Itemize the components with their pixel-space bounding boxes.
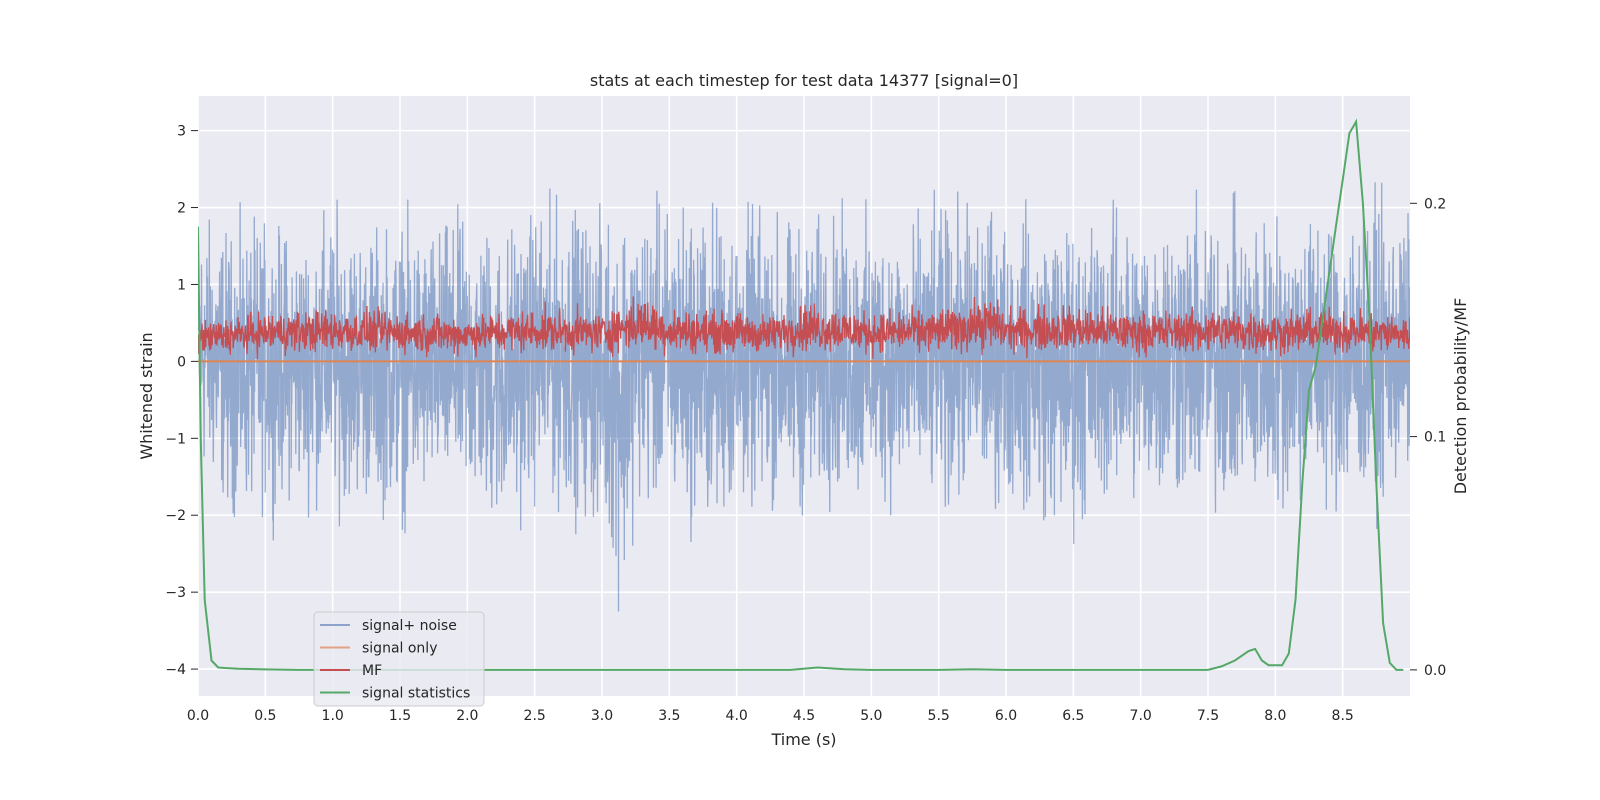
y2-axis-label: Detection probability/MF [1451,298,1470,495]
legend-entry: signal+ noise [362,618,457,634]
y-axis-left: 3 2 1 0 −1 −2 −3 −4 [165,124,198,678]
x-tick-label: 8.5 [1332,708,1354,724]
x-axis-label: Time (s) [770,730,836,749]
y2-tick-label: 0.2 [1424,196,1446,212]
x-tick-label: 7.5 [1197,708,1219,724]
series-mf [198,296,1410,360]
y-tick-label: −1 [165,431,186,447]
x-tick-label: 4.5 [793,708,815,724]
y-tick-label: −3 [165,585,186,601]
x-tick-label: 8.0 [1264,708,1286,724]
x-tick-label: 6.5 [1062,708,1084,724]
y-tick-label: 2 [177,201,186,217]
y-axis-label: Whitened strain [137,332,156,459]
x-tick-label: 7.0 [1130,708,1152,724]
x-tick-label: 3.5 [658,708,680,724]
x-tick-label: 5.0 [860,708,882,724]
x-tick-label: 5.5 [928,708,950,724]
y-tick-label: 1 [177,277,186,293]
x-tick-label: 0.5 [254,708,276,724]
y-axis-right: 0.2 0.1 0.0 [1410,196,1446,679]
x-tick-label: 2.0 [456,708,478,724]
x-tick-label: 6.0 [995,708,1017,724]
y2-tick-label: 0.0 [1424,663,1446,679]
series-signal-noise [198,182,1410,612]
x-tick-label: 4.0 [726,708,748,724]
legend-entry: MF [362,663,382,679]
x-tick-label: 2.5 [524,708,546,724]
legend-entry: signal only [362,641,437,657]
x-tick-label: 1.5 [389,708,411,724]
chart-title: stats at each timestep for test data 143… [590,71,1018,90]
x-axis: 0.0 0.5 1.0 1.5 2.0 2.5 3.0 3.5 4.0 4.5 5.0 5.5 6.0 6… [187,708,1354,724]
legend-entry: signal statistics [362,686,470,702]
y-tick-label: 0 [177,354,186,370]
x-tick-label: 0.0 [187,708,209,724]
y-tick-label: −2 [165,508,186,524]
legend: signal+ noise signal only MF signal statist… [313,611,485,707]
y-tick-label: −4 [165,662,186,678]
x-tick-label: 1.0 [322,708,344,724]
y-tick-label: 3 [177,124,186,140]
y2-tick-label: 0.1 [1424,430,1446,446]
legend-box [313,611,485,707]
x-tick-label: 3.0 [591,708,613,724]
